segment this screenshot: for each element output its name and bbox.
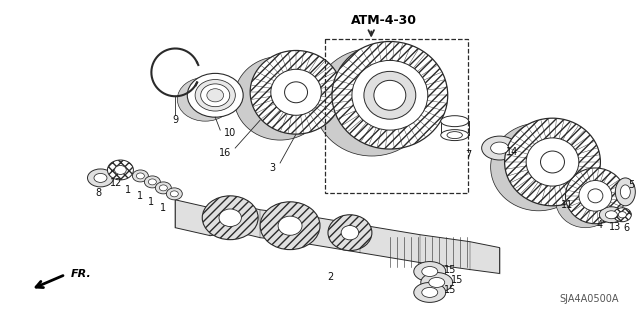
Ellipse shape [600, 207, 623, 223]
Ellipse shape [260, 202, 320, 249]
Text: 3: 3 [269, 163, 275, 173]
Ellipse shape [588, 189, 603, 203]
Ellipse shape [332, 41, 448, 149]
Polygon shape [556, 195, 625, 198]
Text: 1: 1 [138, 191, 143, 201]
Ellipse shape [177, 78, 233, 121]
Ellipse shape [491, 142, 509, 154]
Polygon shape [314, 93, 448, 100]
Polygon shape [234, 90, 342, 96]
Text: 4: 4 [596, 220, 602, 230]
Text: 1: 1 [160, 203, 166, 213]
Text: 11: 11 [561, 200, 573, 210]
Ellipse shape [482, 136, 518, 160]
Text: 7: 7 [465, 150, 472, 160]
Ellipse shape [504, 118, 600, 206]
Ellipse shape [156, 182, 172, 194]
Ellipse shape [166, 188, 182, 200]
Text: ATM-4-30: ATM-4-30 [351, 14, 417, 26]
Text: 8: 8 [95, 188, 102, 198]
Text: 14: 14 [506, 147, 518, 157]
Text: 1: 1 [125, 185, 131, 195]
Text: 15: 15 [451, 276, 463, 286]
Polygon shape [175, 200, 500, 273]
Ellipse shape [88, 169, 113, 187]
Ellipse shape [148, 179, 156, 185]
Ellipse shape [374, 80, 406, 110]
Text: 10: 10 [224, 128, 236, 138]
Text: 6: 6 [623, 223, 629, 233]
Ellipse shape [615, 178, 636, 206]
Ellipse shape [491, 123, 586, 211]
Polygon shape [177, 95, 243, 99]
Text: 12: 12 [110, 178, 123, 188]
Ellipse shape [376, 82, 404, 109]
Ellipse shape [447, 132, 462, 138]
Ellipse shape [422, 287, 438, 297]
Ellipse shape [613, 208, 631, 222]
Text: 13: 13 [609, 222, 621, 232]
Ellipse shape [620, 185, 630, 199]
Text: SJA4A0500A: SJA4A0500A [559, 294, 619, 304]
Ellipse shape [170, 191, 179, 197]
Ellipse shape [285, 82, 308, 103]
Ellipse shape [250, 50, 342, 134]
Ellipse shape [234, 56, 326, 140]
Ellipse shape [136, 173, 145, 179]
Text: 5: 5 [628, 180, 634, 190]
Ellipse shape [566, 168, 625, 224]
Ellipse shape [219, 209, 241, 226]
Text: 9: 9 [172, 115, 179, 125]
Ellipse shape [605, 211, 618, 219]
Ellipse shape [132, 170, 148, 182]
Ellipse shape [94, 174, 107, 182]
Ellipse shape [108, 160, 133, 180]
Ellipse shape [271, 69, 321, 115]
Ellipse shape [441, 116, 468, 127]
Ellipse shape [422, 267, 438, 277]
Ellipse shape [328, 215, 372, 251]
Text: 2: 2 [327, 272, 333, 283]
Ellipse shape [618, 211, 627, 218]
Ellipse shape [145, 176, 161, 188]
Polygon shape [491, 160, 600, 165]
Ellipse shape [201, 84, 230, 107]
Ellipse shape [341, 226, 358, 240]
Text: FR.: FR. [70, 269, 92, 278]
Ellipse shape [278, 216, 302, 235]
Text: 1: 1 [148, 197, 154, 207]
Ellipse shape [195, 79, 236, 111]
Ellipse shape [541, 151, 564, 173]
Ellipse shape [314, 48, 430, 156]
Ellipse shape [441, 130, 468, 141]
Ellipse shape [414, 282, 445, 302]
Text: 15: 15 [444, 286, 456, 295]
Ellipse shape [188, 73, 243, 117]
Text: 16: 16 [219, 148, 231, 158]
Ellipse shape [429, 278, 445, 287]
Ellipse shape [159, 185, 167, 191]
Ellipse shape [579, 181, 612, 211]
Ellipse shape [526, 138, 579, 186]
Ellipse shape [414, 262, 445, 281]
Ellipse shape [207, 89, 223, 102]
Ellipse shape [556, 172, 615, 228]
Ellipse shape [420, 272, 452, 293]
Text: 15: 15 [444, 264, 456, 275]
Ellipse shape [352, 60, 428, 130]
Ellipse shape [360, 67, 420, 123]
Ellipse shape [364, 71, 416, 119]
Ellipse shape [202, 196, 258, 240]
Ellipse shape [115, 166, 126, 174]
